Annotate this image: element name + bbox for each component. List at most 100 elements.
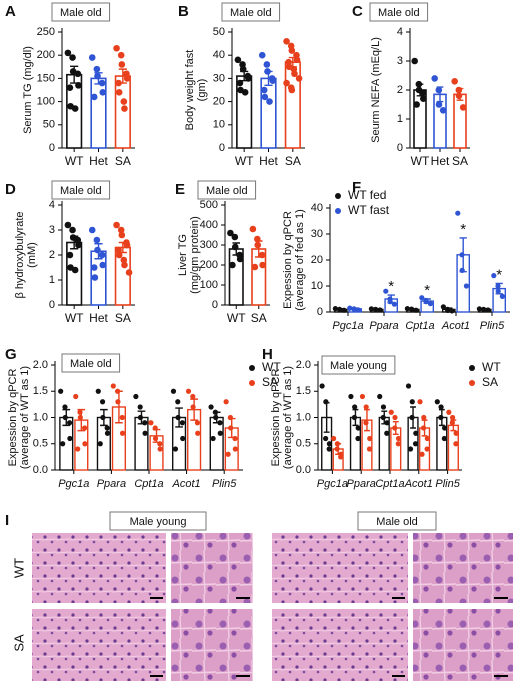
- data-point: [210, 435, 216, 442]
- data-point: [194, 420, 201, 426]
- x-tick-label: Het: [431, 154, 450, 168]
- data-point: [113, 221, 120, 229]
- legend-marker: [335, 208, 341, 214]
- data-point: [338, 454, 344, 460]
- data-point: [449, 420, 455, 426]
- x-tick-label: Acot1: [441, 320, 470, 332]
- data-point: [319, 383, 325, 389]
- y-tick-label: 1: [397, 113, 403, 125]
- error-bar: [387, 294, 395, 304]
- data-point: [395, 435, 402, 442]
- x-tick-label: SA: [452, 154, 468, 168]
- data-point: [118, 61, 126, 68]
- data-point: [419, 451, 425, 457]
- data-point: [368, 306, 374, 312]
- data-point: [413, 101, 420, 108]
- y-tick-label: 400: [200, 219, 218, 231]
- data-point: [115, 79, 122, 87]
- y-tick-label: 1.5: [33, 385, 48, 397]
- y-axis-label: Liver TG: [177, 234, 189, 276]
- data-point: [67, 435, 73, 442]
- error-bar: [337, 308, 345, 311]
- error-bar: [481, 308, 489, 311]
- data-point: [366, 446, 373, 452]
- y-axis-label: (mg/gm protein): [189, 216, 201, 294]
- data-point: [453, 430, 459, 436]
- data-point: [100, 414, 106, 421]
- data-point: [217, 430, 223, 436]
- panel-letter: F: [352, 179, 361, 196]
- x-tick-label: WT: [227, 311, 246, 325]
- error-bar: [227, 417, 236, 439]
- data-point: [383, 288, 389, 294]
- y-tick-label: 250: [37, 26, 55, 38]
- data-point: [377, 393, 383, 400]
- data-point: [258, 51, 266, 59]
- data-point: [123, 75, 131, 82]
- data-point: [326, 441, 333, 447]
- data-point: [137, 404, 143, 410]
- x-tick-label: Cpt1a: [375, 478, 404, 490]
- data-point: [172, 446, 179, 452]
- y-tick-label: 3: [397, 55, 403, 67]
- histology-image: [32, 609, 166, 681]
- data-point: [424, 435, 430, 442]
- chart-panel: F Expession by qPCR (average of fed as 1) 0…: [282, 179, 510, 332]
- x-tick-label: WT: [411, 154, 430, 168]
- y-tick-label: 200: [37, 49, 55, 61]
- data-point: [115, 89, 123, 96]
- data-point: [384, 420, 390, 426]
- data-point: [263, 61, 271, 68]
- y-tick-label: 1.0: [33, 411, 48, 423]
- data-point: [119, 430, 126, 436]
- data-point: [121, 105, 128, 112]
- tag-box: [51, 180, 111, 200]
- y-tick-label: 0: [397, 142, 403, 154]
- y-tick-label: 50: [213, 26, 225, 38]
- data-point: [133, 393, 139, 400]
- y-tick-label: 50: [43, 119, 55, 131]
- error-bar: [77, 408, 86, 432]
- significance-mark: *: [496, 266, 502, 283]
- data-point: [409, 399, 415, 405]
- data-point: [295, 75, 303, 82]
- x-tick-label: Pgc1a: [332, 320, 363, 332]
- error-bar: [115, 390, 123, 424]
- data-point: [261, 93, 269, 101]
- error-bar: [436, 86, 444, 103]
- data-point: [228, 425, 234, 431]
- data-point: [395, 441, 401, 447]
- y-tick-label: 3: [49, 224, 55, 236]
- data-point: [439, 107, 447, 114]
- data-point: [213, 414, 219, 421]
- data-point: [367, 435, 373, 442]
- error-bar: [459, 237, 467, 273]
- tag: Male old: [60, 185, 102, 197]
- data-point: [234, 56, 242, 64]
- data-point: [254, 241, 262, 249]
- x-tick-label: Acot1: [172, 478, 201, 490]
- x-tick-label: WT: [65, 311, 84, 325]
- data-point: [170, 388, 177, 394]
- y-axis-label: Expession by qPCR: [282, 211, 294, 309]
- tag-box: [197, 180, 257, 200]
- data-point: [117, 51, 125, 59]
- data-point: [66, 420, 73, 426]
- data-point: [291, 70, 298, 78]
- x-tick-label: Pgc1a: [317, 478, 348, 490]
- data-point: [71, 105, 79, 112]
- data-point: [359, 393, 366, 400]
- data-point: [179, 420, 185, 426]
- data-point: [411, 57, 418, 65]
- data-point: [208, 404, 214, 410]
- data-point: [251, 263, 259, 271]
- x-tick-label: SA: [285, 154, 301, 168]
- y-tick-label: 0.5: [33, 438, 48, 450]
- histology-image: [272, 609, 408, 681]
- y-tick-label: 10: [311, 280, 323, 292]
- error-bar: [94, 243, 103, 260]
- data-point: [94, 246, 101, 254]
- data-point: [113, 44, 120, 52]
- data-point: [355, 435, 361, 442]
- y-tick-label: 40: [213, 49, 225, 61]
